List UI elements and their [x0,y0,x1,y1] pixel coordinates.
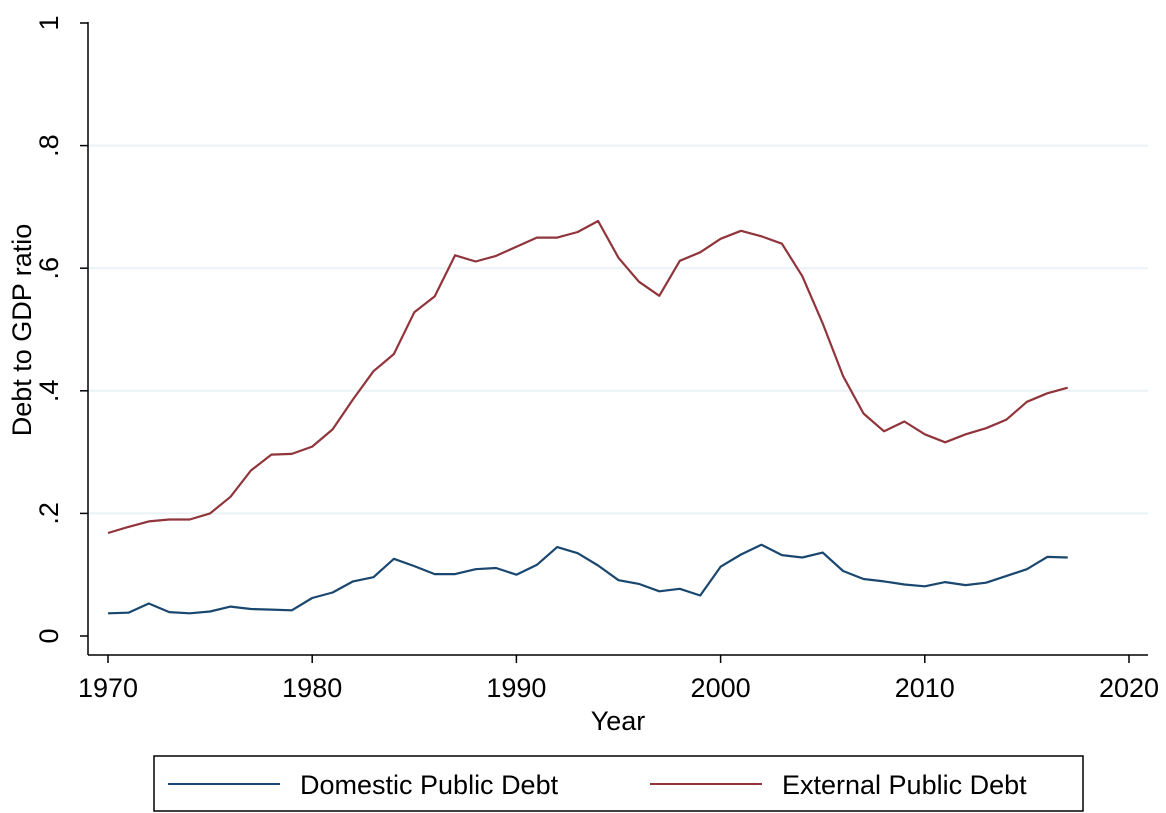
series-line-domestic [107,543,1068,615]
x-tick-label: 2000 [691,673,751,703]
legend: Domestic Public Debt External Public Deb… [153,755,1084,812]
x-tick-label: 2010 [895,673,955,703]
x-axis-label: Year [591,706,646,736]
y-tick-label: .8 [34,134,64,157]
x-tick-label: 1990 [486,673,546,703]
legend-label-domestic: Domestic Public Debt [300,770,559,800]
legend-box [153,755,1084,812]
y-tick-label: .2 [34,502,64,525]
y-tick-label: 0 [34,628,64,643]
y-tick-label: .6 [34,257,64,280]
x-tick-label: 2020 [1099,673,1159,703]
series-line-external [107,219,1068,535]
legend-label-external: External Public Debt [782,770,1027,800]
axes [87,22,1148,656]
gridlines [88,144,1148,515]
y-tick-label: 1 [34,15,64,30]
y-ticks: 0 .2 .4 .6 .8 1 [34,15,88,644]
x-ticks: 1970 1980 1990 2000 2010 2020 [78,655,1159,703]
series-lines [107,219,1068,615]
x-tick-label: 1980 [282,673,342,703]
y-tick-label: .4 [34,380,64,403]
x-tick-label: 1970 [78,673,138,703]
y-axis-label: Debt to GDP ratio [7,224,37,437]
